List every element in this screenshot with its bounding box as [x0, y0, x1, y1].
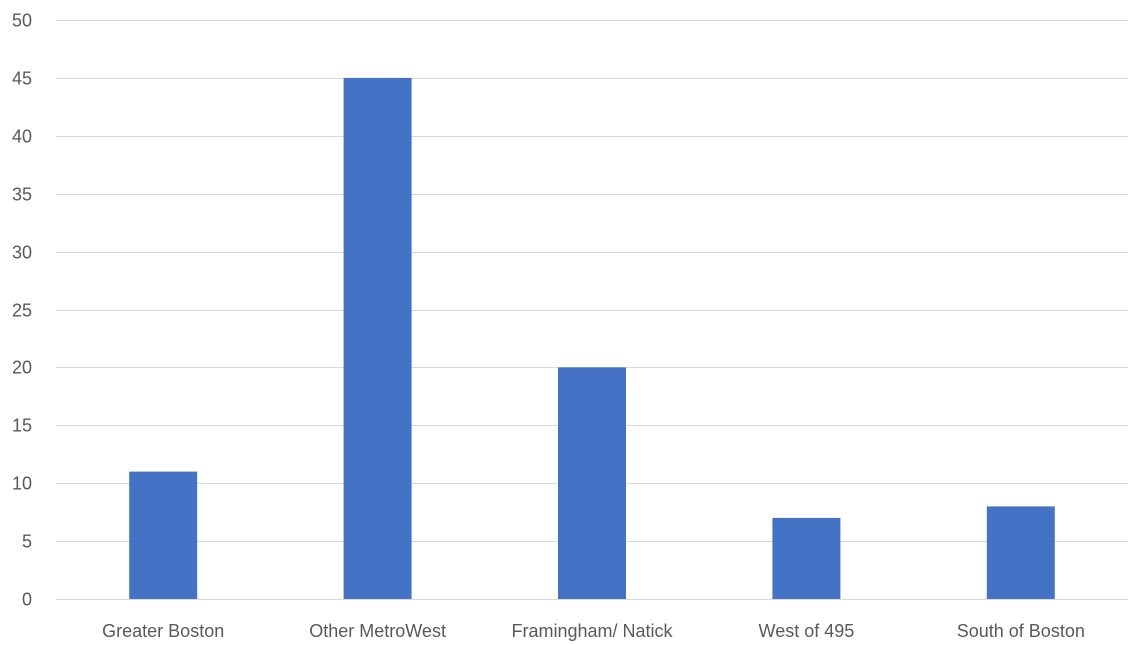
- x-category-label: West of 495: [759, 621, 855, 641]
- y-tick-label: 0: [22, 590, 32, 610]
- bars: [129, 77, 1055, 599]
- y-tick-label: 40: [12, 127, 32, 147]
- x-category-label: South of Boston: [957, 621, 1085, 641]
- y-tick-label: 10: [12, 474, 32, 494]
- y-tick-label: 35: [12, 185, 32, 205]
- y-tick-label: 20: [12, 358, 32, 378]
- bar-greater-boston: [129, 471, 198, 599]
- y-tick-label: 30: [12, 243, 32, 263]
- bar-west-of-495: [772, 517, 841, 599]
- x-category-label: Greater Boston: [102, 621, 224, 641]
- y-tick-label: 45: [12, 69, 32, 89]
- x-category-label: Other MetroWest: [309, 621, 446, 641]
- bar-framingham-natick: [558, 367, 626, 599]
- y-axis-tick-labels: 0 5 10 15 20 25 30 35 40 45 50: [12, 11, 32, 610]
- y-tick-label: 50: [12, 11, 32, 31]
- bar-other-metrowest: [343, 77, 412, 599]
- y-tick-label: 25: [12, 301, 32, 321]
- x-axis-category-labels: Greater Boston Other MetroWest Framingham/…: [102, 621, 1085, 641]
- y-tick-label: 5: [22, 532, 32, 552]
- bar-south-of-boston: [986, 506, 1055, 599]
- y-tick-label: 15: [12, 416, 32, 436]
- x-category-label: Framingham/ Natick: [511, 621, 673, 641]
